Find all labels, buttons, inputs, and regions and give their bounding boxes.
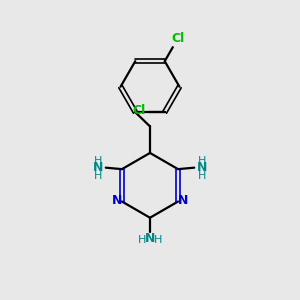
- Text: H: H: [94, 171, 102, 181]
- Text: H: H: [94, 156, 102, 166]
- Text: H: H: [198, 156, 206, 166]
- Text: H: H: [154, 235, 162, 245]
- Text: Cl: Cl: [132, 104, 146, 117]
- Text: N: N: [93, 161, 103, 174]
- Text: H: H: [198, 171, 206, 181]
- Text: N: N: [145, 232, 155, 245]
- Text: N: N: [112, 194, 122, 207]
- Text: H: H: [138, 235, 146, 245]
- Text: Cl: Cl: [171, 32, 184, 45]
- Text: N: N: [197, 161, 207, 174]
- Text: N: N: [178, 194, 188, 207]
